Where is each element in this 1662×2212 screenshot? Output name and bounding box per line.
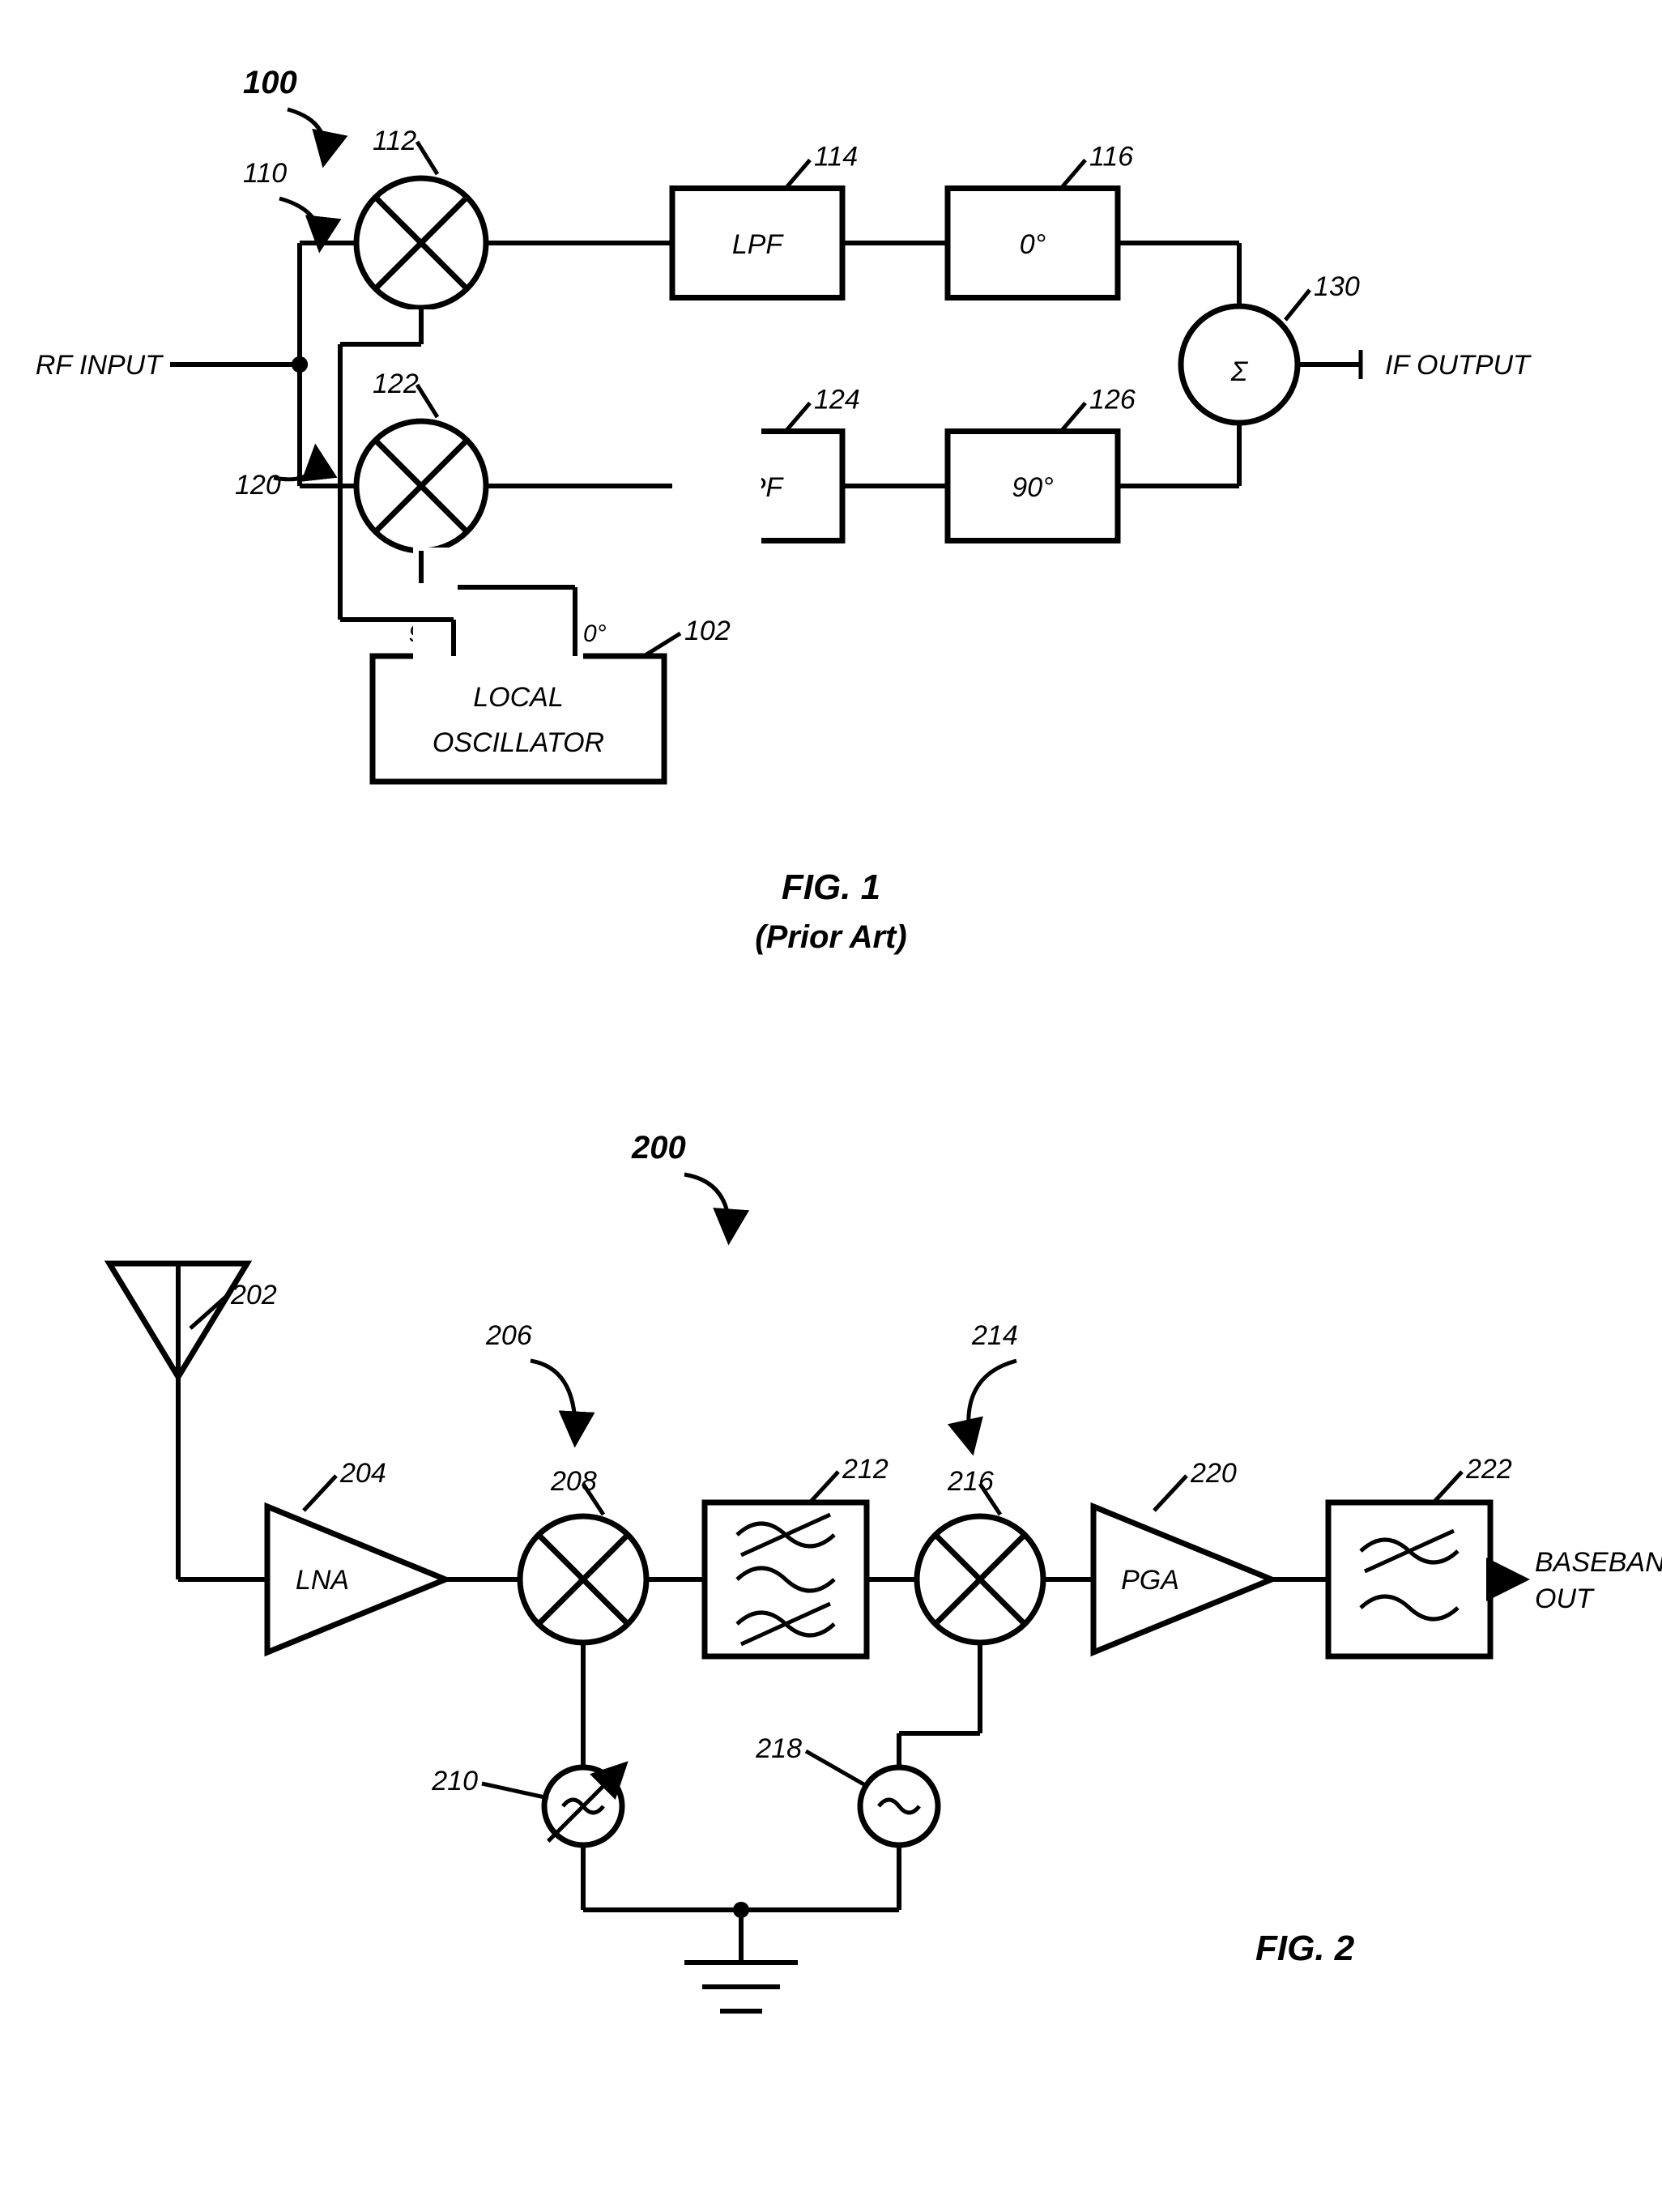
svg-text:122: 122 <box>373 369 419 399</box>
svg-text:BASEBAND: BASEBAND <box>1535 1547 1662 1578</box>
svg-text:204: 204 <box>339 1458 386 1489</box>
if-output-label: IF OUTPUT <box>1385 350 1532 381</box>
svg-text:206: 206 <box>485 1320 532 1351</box>
svg-text:200: 200 <box>631 1130 686 1166</box>
svg-text:130: 130 <box>1314 271 1360 302</box>
svg-text:116: 116 <box>1089 142 1133 173</box>
svg-text:Σ: Σ <box>1230 356 1249 387</box>
svg-text:102: 102 <box>684 616 731 646</box>
svg-text:PGA: PGA <box>1121 1565 1179 1596</box>
svg-text:(Prior Art): (Prior Art) <box>755 919 906 955</box>
fig1-ref-100: 100 <box>243 65 297 100</box>
svg-text:222: 222 <box>1465 1454 1512 1485</box>
fig2-caption: FIG. 2 <box>1255 1929 1355 1968</box>
svg-text:210: 210 <box>431 1766 478 1796</box>
svg-text:114: 114 <box>814 142 858 173</box>
svg-text:124: 124 <box>814 385 860 416</box>
svg-text:LOCAL: LOCAL <box>473 682 564 713</box>
svg-text:OSCILLATOR: OSCILLATOR <box>433 727 604 758</box>
svg-text:112: 112 <box>373 126 416 156</box>
svg-text:110: 110 <box>243 158 287 189</box>
fig1-caption: FIG. 1 <box>782 867 880 907</box>
svg-text:212: 212 <box>842 1454 889 1485</box>
svg-text:LNA: LNA <box>296 1565 349 1596</box>
svg-text:0°: 0° <box>1020 229 1046 260</box>
svg-text:120: 120 <box>235 470 281 501</box>
svg-text:LPF: LPF <box>732 229 785 260</box>
svg-text:0°: 0° <box>583 620 607 647</box>
rf-input-label: RF INPUT <box>36 350 164 381</box>
svg-text:126: 126 <box>1089 385 1136 416</box>
svg-text:OUT: OUT <box>1535 1583 1595 1614</box>
svg-text:202: 202 <box>230 1280 277 1311</box>
svg-text:218: 218 <box>755 1733 802 1764</box>
svg-text:90°: 90° <box>1012 472 1053 503</box>
svg-text:214: 214 <box>971 1320 1018 1351</box>
svg-text:220: 220 <box>1190 1458 1237 1489</box>
